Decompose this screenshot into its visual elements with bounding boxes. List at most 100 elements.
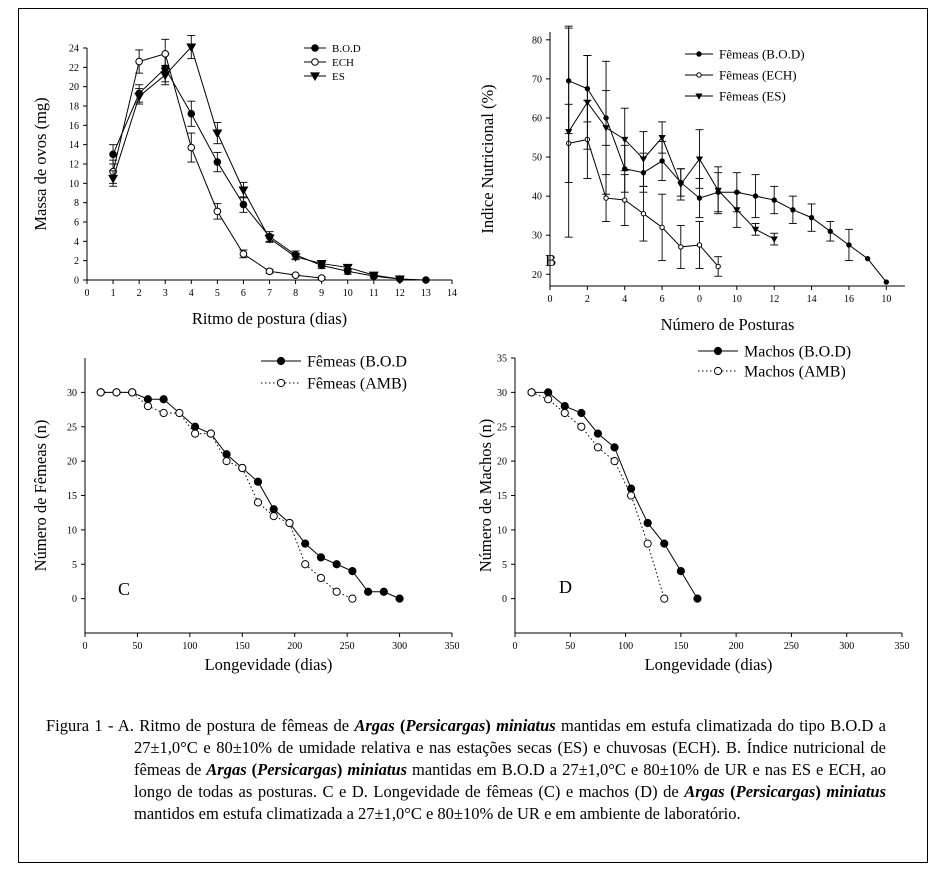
species-subgenus: Persicargas [405,716,486,735]
data-point [610,443,619,452]
data-point [316,573,326,583]
legend: B.O.D ECH ES [304,43,361,83]
data-point [206,429,215,438]
x-tick-label: 6 [241,288,246,299]
x-tick-label: 50 [132,641,142,652]
caption-text: mantidos em estufa climatizada a 27±1,0°… [134,804,741,823]
data-point [301,560,310,569]
figure-frame [18,8,928,863]
data-point [238,463,247,473]
data-point [677,181,685,189]
data-point [253,498,263,507]
legend-label: Fêmeas (B.O.D) [719,47,805,62]
data-point [301,539,310,548]
data-point [544,395,553,404]
legend-label: Fêmeas (ECH) [719,68,797,83]
data-point [285,518,294,528]
data-point [715,263,721,270]
y-tick-label: 70 [532,74,542,85]
data-point [560,408,569,418]
legend-label: Fêmeas (B.O.D [307,354,407,371]
data-point [846,242,852,248]
data-point [108,174,119,184]
x-tick-label: 6 [660,294,665,305]
x-tick-label: 4 [189,288,194,299]
caption-text: mantidas em estufa climatizada do tipo B… [134,716,886,779]
panel-letter: C [118,579,130,599]
legend-marker [695,93,703,100]
paren-open: ( [394,716,406,735]
data-point [291,271,300,279]
data-point [864,255,871,262]
data-point [622,197,628,203]
data-point [640,211,647,217]
data-point [109,150,117,159]
y-tick-label: 18 [69,102,79,113]
data-point [348,567,357,576]
x-tick-label: 9 [319,288,324,299]
data-point [253,477,263,486]
data-point [290,253,301,262]
data-point [342,263,353,273]
data-point [238,186,249,196]
paren-open: ( [246,760,258,779]
y-tick-label: 25 [67,422,77,433]
data-point [593,443,603,452]
data-point [316,553,326,562]
data-point [752,193,759,199]
legend-label: ECH [332,57,354,69]
data-point [212,129,223,139]
data-point [883,279,890,285]
data-point [643,518,652,528]
x-tick-label: 14 [447,288,457,299]
species-genus: Argas [206,760,247,779]
data-point [187,109,196,118]
data-point [159,408,168,418]
data-point [808,214,815,221]
data-point [751,226,760,234]
x-tick-label: 4 [622,294,627,305]
data-point [627,484,636,493]
data-point [827,228,833,234]
x-tick-label: 200 [287,641,302,652]
x-tick-label: 13 [421,288,431,299]
data-point [264,234,275,244]
chart-panel-c: 0 50 100 150 200 250 300 350 0 5 10 15 20 25 30 Longevi… [31,354,460,674]
paren-open: ( [724,782,736,801]
species-genus: Argas [684,782,725,801]
data-point [577,408,586,418]
legend-label: B.O.D [332,43,361,55]
data-point [348,594,357,603]
y-tick-label: 10 [497,525,507,536]
series-b-1 [564,27,890,285]
x-tick-label: 11 [369,288,379,299]
data-point [332,560,341,569]
x-axis-label: Longevidade (dias) [205,655,333,674]
legend-marker [276,356,286,366]
data-point [316,259,327,269]
data-point [639,156,648,163]
species-genus: Argas [354,716,395,735]
x-tick-label: 10 [881,294,891,305]
data-point [96,388,105,397]
x-tick-label: 10 [732,294,742,305]
x-tick-label: 0 [83,641,88,652]
x-tick-label: 12 [395,288,405,299]
panel-letter: B [545,251,556,270]
y-tick-label: 15 [497,491,507,502]
y-tick-label: 14 [69,140,79,151]
y-tick-label: 6 [74,218,79,229]
x-tick-label: 100 [618,641,633,652]
x-tick-label: 7 [267,288,272,299]
data-point [790,207,796,213]
y-axis-label: Número de Fêmeas (n) [31,420,50,572]
y-tick-label: 30 [532,231,542,242]
y-tick-label: 5 [502,560,507,571]
series-line [112,67,426,281]
series-line [531,391,698,599]
species-subgenus: Persicargas [257,760,337,779]
x-axis-label: Ritmo de postura (dias) [192,309,347,328]
legend-marker [311,58,319,66]
x-tick-label: 3 [163,288,168,299]
